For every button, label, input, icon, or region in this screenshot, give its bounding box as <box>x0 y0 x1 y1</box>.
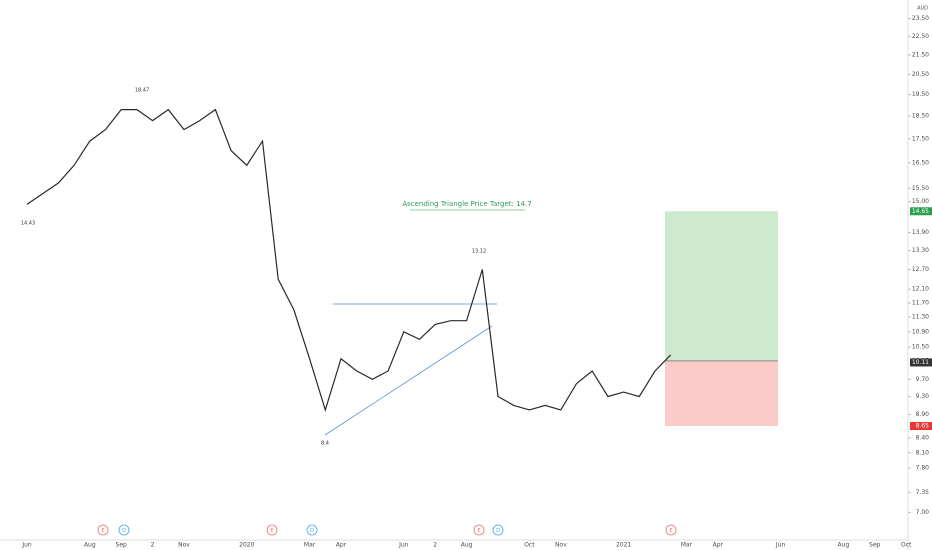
event-label: D <box>310 528 314 534</box>
event-marker <box>665 524 677 536</box>
x-tick-label: 2 <box>433 542 437 549</box>
y-tick-label: 15.00 <box>912 198 929 205</box>
x-tick-label: 2020 <box>239 542 254 549</box>
event-marker <box>266 524 278 536</box>
target-label: 14.65 <box>912 208 929 215</box>
event-marker <box>492 524 504 536</box>
y-tick-label: 7.80 <box>916 465 930 472</box>
event-label: E <box>477 528 480 534</box>
price-line <box>26 108 672 412</box>
y-tick-label: 8.10 <box>916 449 930 456</box>
x-tick-label: Apr <box>336 542 347 549</box>
event-label: D <box>496 528 500 534</box>
x-tick-label: 2021 <box>616 542 631 549</box>
y-tick-label: 9.30 <box>916 393 930 400</box>
x-tick-label: Oct <box>524 542 535 549</box>
event-label: E <box>101 528 104 534</box>
currency: AUD <box>917 6 928 12</box>
y-tick-label: 12.70 <box>912 266 929 273</box>
point-label: 14.43 <box>21 221 35 227</box>
x-tick-label: Jun <box>775 542 786 549</box>
y-tick-label: 8.40 <box>916 434 930 441</box>
event-marker <box>118 524 130 536</box>
y-tick-label: 7.35 <box>916 489 930 496</box>
target-box <box>910 207 932 216</box>
x-tick-label: Apr <box>713 542 724 549</box>
x-tick-label: Sep <box>869 542 881 549</box>
y-tick-label: 10.50 <box>912 344 929 351</box>
y-tick-label: 13.90 <box>912 229 929 236</box>
x-tick-label: Jun <box>21 542 32 549</box>
x-tick-label: Mar <box>304 542 316 549</box>
event-label: E <box>270 528 273 534</box>
point-label: 8.4 <box>321 441 329 447</box>
last-price-label: 10.11 <box>912 359 929 366</box>
y-tick-label: 20.50 <box>912 71 929 78</box>
x-tick-label: Oct <box>901 542 912 549</box>
event-label: E <box>669 528 672 534</box>
y-tick-label: 11.70 <box>912 299 929 306</box>
y-tick-label: 17.50 <box>912 135 929 142</box>
x-tick-label: 2 <box>151 542 155 549</box>
event-marker <box>306 524 318 536</box>
y-tick-label: 15.50 <box>912 185 929 192</box>
event-marker <box>97 524 109 536</box>
y-tick-label: 11.30 <box>912 314 929 321</box>
y-tick-label: 10.90 <box>912 328 929 335</box>
annotation: Ascending Triangle Price Target: 14.7 <box>402 200 531 208</box>
event-marker <box>473 524 485 536</box>
y-tick-label: 21.50 <box>912 51 929 58</box>
y-tick-label: 9.70 <box>916 376 930 383</box>
x-tick-label: Mar <box>681 542 693 549</box>
y-tick-label: 8.90 <box>916 411 930 418</box>
y-tick-label: 22.50 <box>912 33 929 40</box>
x-tick-label: Aug <box>461 542 473 549</box>
y-tick-label: 19.50 <box>912 91 929 98</box>
point-label: 18.47 <box>135 88 149 94</box>
x-tick-label: Jun <box>398 542 409 549</box>
y-tick-label: 18.50 <box>912 113 929 120</box>
stop-label: 8.65 <box>916 423 930 430</box>
y-tick-label: 12.10 <box>912 286 929 293</box>
x-tick-label: Nov <box>178 542 190 549</box>
x-tick-label: Aug <box>84 542 96 549</box>
y-tick-label: 16.50 <box>912 159 929 166</box>
x-tick-label: Sep <box>116 542 128 549</box>
x-tick-label: Aug <box>838 542 850 549</box>
point-label: 13.12 <box>472 249 486 255</box>
y-tick-label: 23.50 <box>912 15 929 22</box>
stop-zone <box>665 360 778 427</box>
y-tick-label: 7.00 <box>916 509 930 516</box>
y-tick-label: 13.30 <box>912 247 929 254</box>
stop-box <box>910 422 932 431</box>
target-zone <box>665 211 778 361</box>
event-label: D <box>122 528 126 534</box>
x-tick-label: Nov <box>555 542 567 549</box>
last-price-box <box>910 358 932 367</box>
support-line <box>324 325 493 436</box>
